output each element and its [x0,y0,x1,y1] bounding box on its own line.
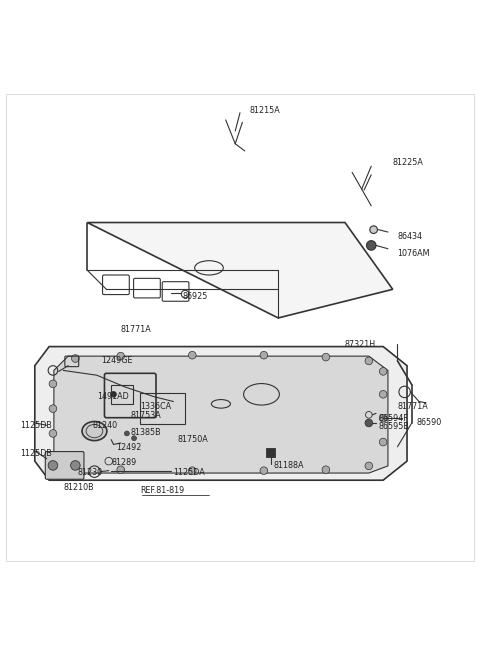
Circle shape [365,357,372,365]
Circle shape [370,226,377,233]
Circle shape [189,351,196,359]
Text: 87321H: 87321H [345,340,376,348]
Circle shape [366,240,376,250]
Circle shape [72,463,79,471]
Circle shape [322,353,330,361]
Circle shape [49,405,57,413]
Text: 86594F: 86594F [378,414,408,422]
Text: 81240: 81240 [92,421,117,430]
Text: 86590: 86590 [417,419,442,428]
Circle shape [365,462,372,470]
Circle shape [49,380,57,388]
Polygon shape [54,356,388,473]
Circle shape [49,430,57,438]
Text: REF.81-819: REF.81-819 [140,486,184,495]
Circle shape [124,431,129,436]
Polygon shape [87,223,393,318]
Text: 86925: 86925 [183,292,208,301]
Circle shape [379,438,387,446]
Circle shape [322,466,330,474]
Text: 81210B: 81210B [63,483,94,492]
Text: 81771A: 81771A [120,326,152,335]
Text: 1125DB: 1125DB [21,421,52,430]
Text: 1125DB: 1125DB [21,449,52,458]
Circle shape [52,453,60,461]
Text: 81385B: 81385B [130,428,161,437]
Circle shape [71,460,80,470]
Circle shape [117,352,124,360]
Text: 81771A: 81771A [397,402,428,411]
Text: 86595B: 86595B [378,422,409,431]
Text: 86434: 86434 [397,233,422,241]
Circle shape [379,390,387,398]
Text: 81188A: 81188A [274,461,304,470]
Text: 81753A: 81753A [130,411,161,421]
Text: 81225A: 81225A [393,159,423,168]
Text: 81230: 81230 [78,468,103,477]
Text: 1336CA: 1336CA [140,402,171,411]
Circle shape [260,467,268,474]
Circle shape [379,367,387,375]
FancyBboxPatch shape [45,451,84,479]
Circle shape [132,436,136,441]
Circle shape [48,460,58,470]
Text: 81289: 81289 [111,458,136,466]
Ellipse shape [82,422,107,441]
Circle shape [72,355,79,362]
Text: 1125DA: 1125DA [173,468,205,477]
Circle shape [189,467,196,474]
Text: 1076AM: 1076AM [397,249,430,258]
Text: 1491AD: 1491AD [97,392,129,402]
Polygon shape [35,346,407,480]
Circle shape [117,466,124,474]
Text: 12492: 12492 [116,443,141,452]
Circle shape [111,392,116,397]
Text: 1249GE: 1249GE [102,356,133,365]
Text: 81215A: 81215A [250,106,280,115]
Circle shape [365,419,372,427]
Text: 81750A: 81750A [178,435,209,444]
Circle shape [260,351,268,359]
Circle shape [379,415,387,422]
FancyBboxPatch shape [266,448,275,457]
